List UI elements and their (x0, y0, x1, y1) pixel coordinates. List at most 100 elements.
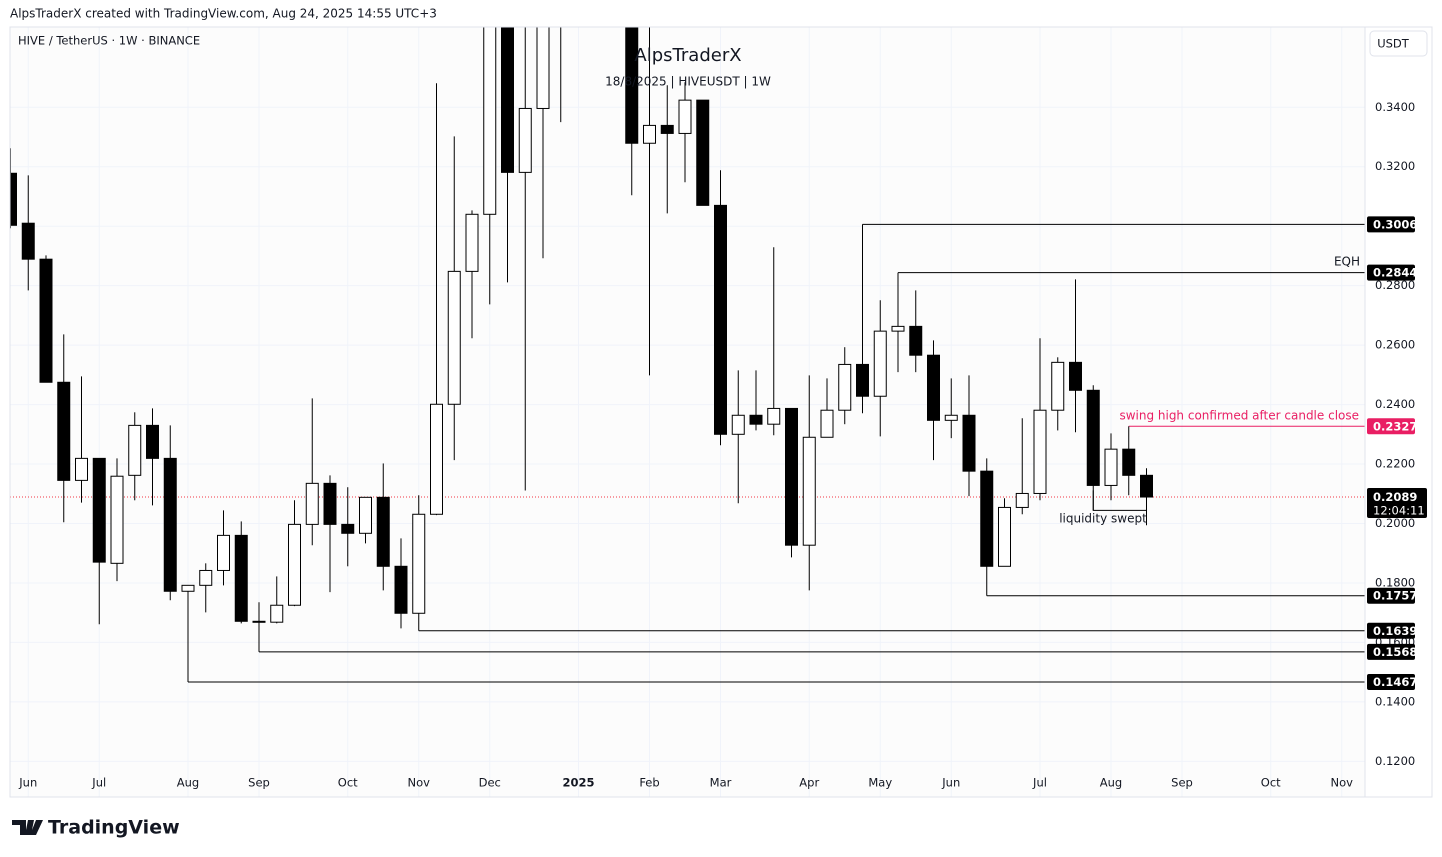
y-tick-label: 0.2800 (1375, 278, 1415, 292)
y-tick-label: 0.2600 (1375, 338, 1415, 352)
candle-body (856, 363, 869, 397)
candle-body (430, 403, 443, 515)
candle-body (270, 604, 284, 623)
level-label: 0.2327 (1373, 419, 1417, 433)
candle-body (1033, 409, 1047, 494)
chart-frame (9, 26, 1433, 798)
candle-body (962, 414, 976, 472)
candle-body (820, 409, 834, 438)
candle-body (412, 513, 426, 614)
candle-body (802, 436, 816, 546)
candle-body (555, 0, 567, 18)
candle-body (376, 496, 390, 567)
liquidity-bracket (1092, 490, 1147, 511)
candle-body (234, 534, 248, 622)
logo-mark (12, 820, 43, 835)
annotation-liquidity: liquidity swept (1059, 512, 1147, 526)
candle-body (501, 27, 514, 173)
candle-body (927, 354, 940, 421)
candle-body (891, 325, 905, 332)
candle-body (199, 569, 213, 586)
candle-body (1140, 474, 1153, 498)
candle-body (483, 27, 497, 215)
level-label: 0.3006 (1373, 217, 1417, 231)
candle-body (573, 0, 585, 18)
candle-body (394, 565, 408, 614)
x-tick-label: Aug (1100, 776, 1122, 790)
x-tick-label: Feb (639, 776, 659, 790)
candle-body (944, 414, 958, 421)
y-tick-label: 0.2200 (1375, 457, 1415, 471)
candle-body (1122, 448, 1136, 476)
symbol: HIVE / TetherUS · 1W · BINANCE (18, 34, 200, 48)
header: AlpsTraderX created with TradingView.com… (10, 7, 437, 21)
candle-body (181, 584, 195, 592)
annotation-swing: swing high confirmed after candle close (1119, 409, 1359, 423)
x-tick-label: Dec (479, 776, 501, 790)
candle-body (359, 496, 372, 534)
candle-body (696, 99, 710, 206)
candle-body (909, 325, 923, 356)
candle-body (1104, 448, 1118, 486)
level-label: 0.1639 (1373, 624, 1417, 638)
candle-body (447, 270, 461, 405)
current-price-label: 0.2089 (1373, 490, 1417, 504)
candle-body (660, 124, 674, 134)
currency[interactable]: USDT (1377, 37, 1410, 51)
candle-body (873, 330, 887, 397)
candle-body (731, 414, 745, 435)
x-tick-label: Apr (799, 776, 819, 790)
x-tick-label: Sep (1171, 776, 1193, 790)
level-label: 0.2844 (1373, 266, 1417, 280)
x-tick-label: Jul (1032, 776, 1047, 790)
candle-body (1015, 492, 1029, 508)
candle-body (305, 482, 319, 525)
x-tick-label: 2025 (562, 776, 594, 790)
chart-subtitle: 18/8/2025 | HIVEUSDT | 1W (605, 75, 771, 89)
candle-body (92, 457, 106, 563)
candle-body (39, 258, 53, 383)
level-label: 0.1757 (1373, 589, 1417, 603)
candle-body (643, 124, 656, 144)
current-price-box (1367, 488, 1427, 519)
x-tick-label: Aug (177, 776, 199, 790)
x-tick-label: Oct (1261, 776, 1281, 790)
candle-body (625, 27, 639, 144)
y-tick-label: 0.2000 (1375, 516, 1415, 530)
logo-text: TradingView (48, 817, 180, 839)
level-label: 0.1568 (1373, 645, 1417, 659)
candle-body (146, 424, 159, 459)
level-label-box (1367, 216, 1415, 233)
x-tick-label: Sep (248, 776, 270, 790)
candle-body (252, 620, 266, 623)
level-label-box (1367, 643, 1415, 660)
candle-body (1069, 361, 1082, 391)
candle-body (785, 407, 798, 546)
candle-body (128, 424, 142, 476)
level-label-box (1367, 622, 1415, 639)
chart-title: AlpsTraderX (634, 45, 741, 66)
plot-area (10, 27, 1365, 797)
candle-body (714, 204, 727, 435)
candle-body (767, 407, 781, 425)
y-tick-label: 0.3200 (1375, 159, 1415, 173)
countdown: 12:04:11 (1373, 504, 1425, 518)
x-tick-label: Jun (941, 776, 960, 790)
x-tick-label: Nov (408, 776, 431, 790)
candle-body (998, 506, 1011, 567)
candle-body (536, 27, 550, 109)
currency-button[interactable] (1369, 30, 1428, 57)
candle-body (1086, 389, 1100, 486)
candle-body (678, 99, 692, 134)
y-tick-label: 0.2400 (1375, 397, 1415, 411)
level-label-box (1367, 418, 1415, 435)
level-label-box (1367, 264, 1415, 281)
y-tick-label: 0.1800 (1375, 575, 1415, 589)
candle-body (518, 107, 532, 173)
candle-body (217, 534, 230, 571)
candle-body (110, 475, 124, 564)
x-tick-label: Nov (1331, 776, 1354, 790)
x-tick-label: May (868, 776, 892, 790)
x-tick-label: Mar (710, 776, 732, 790)
